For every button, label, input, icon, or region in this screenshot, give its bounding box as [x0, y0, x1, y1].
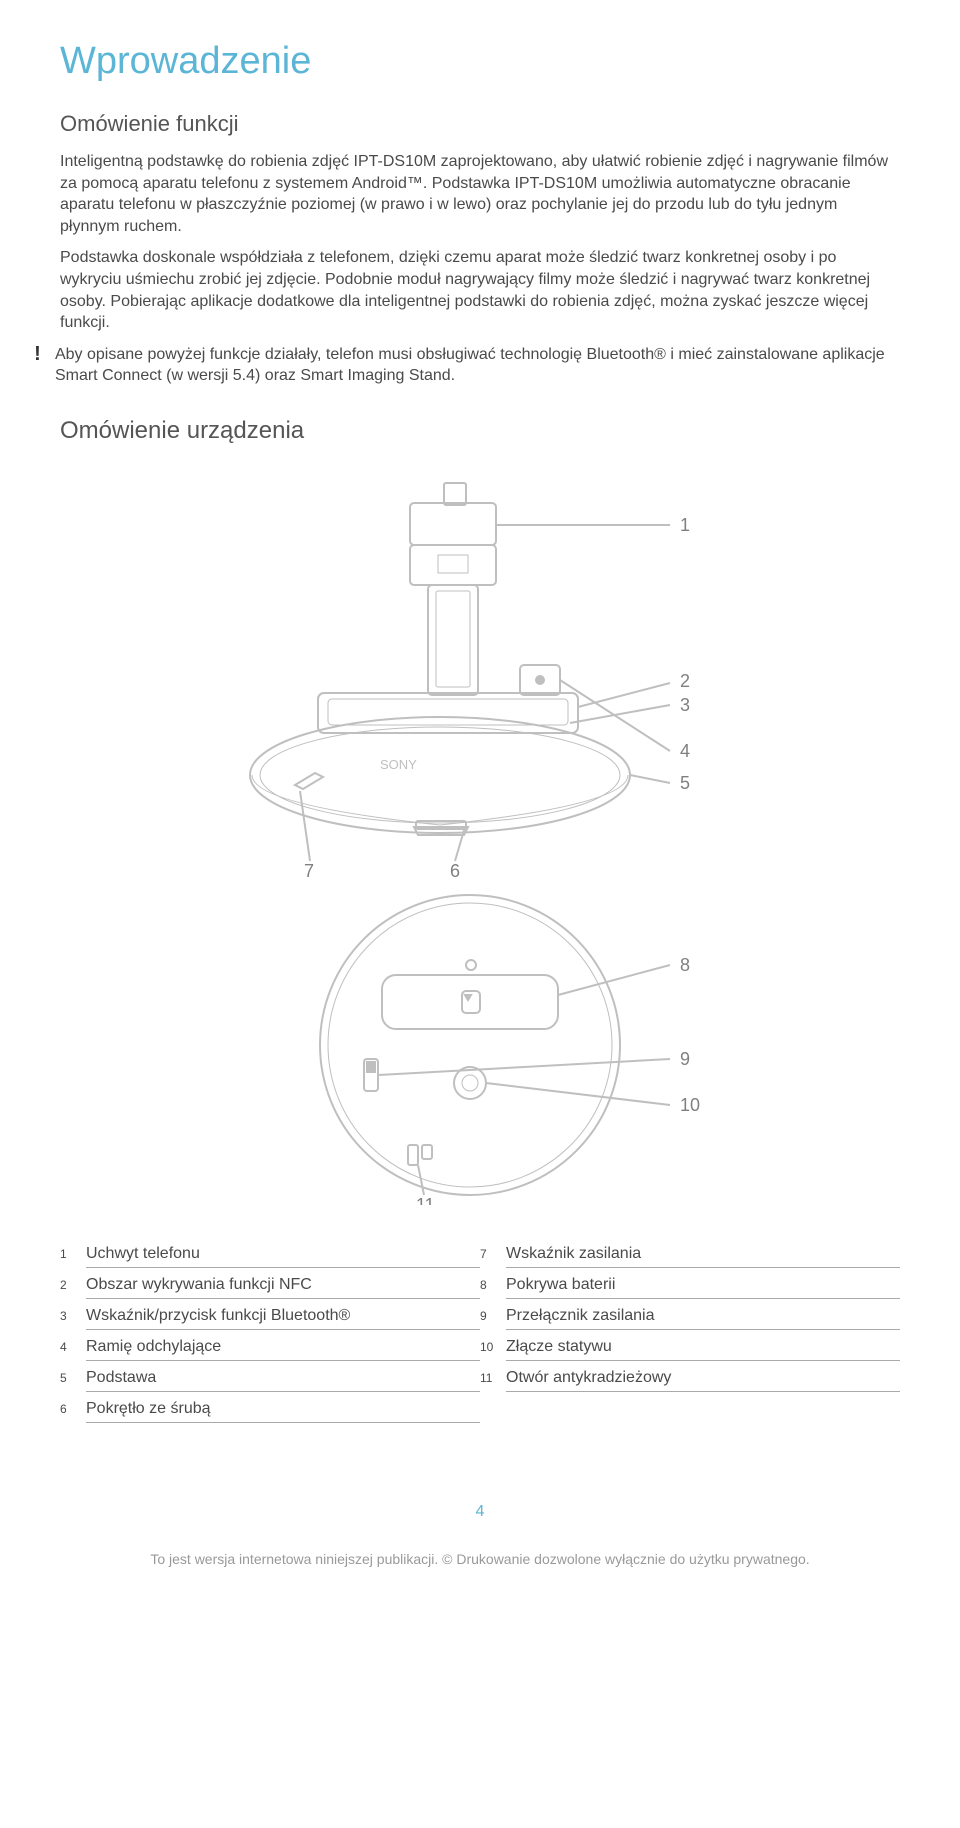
svg-text:10: 10: [680, 1095, 700, 1115]
svg-text:11: 11: [416, 1195, 435, 1205]
intro-paragraph-2: Podstawka doskonale współdziała z telefo…: [60, 247, 900, 333]
warning-icon: !: [32, 344, 43, 364]
legend-num: 5: [60, 1371, 86, 1385]
svg-text:8: 8: [680, 955, 690, 975]
svg-text:7: 7: [304, 861, 314, 881]
legend-num: 7: [480, 1247, 506, 1261]
note-block: ! Aby opisane powyżej funkcje działały, …: [60, 344, 900, 387]
legend-label: Pokrywa baterii: [506, 1276, 900, 1299]
device-overview-heading: Omówienie urządzenia: [60, 417, 900, 445]
legend-item: 6 Pokrętło ze śrubą: [60, 1400, 480, 1423]
svg-text:3: 3: [680, 695, 690, 715]
svg-text:2: 2: [680, 671, 690, 691]
legend-item: 2 Obszar wykrywania funkcji NFC: [60, 1276, 480, 1299]
legend-label: Otwór antykradzieżowy: [506, 1369, 900, 1392]
legend-item: 7 Wskaźnik zasilania: [480, 1245, 900, 1268]
legend-item: 9 Przełącznik zasilania: [480, 1307, 900, 1330]
legend-num: 3: [60, 1309, 86, 1323]
legend-num: 6: [60, 1402, 86, 1416]
legend-num: 8: [480, 1278, 506, 1292]
footer-text: To jest wersja internetowa niniejszej pu…: [60, 1551, 900, 1567]
legend-label: Przełącznik zasilania: [506, 1307, 900, 1330]
page-number: 4: [60, 1503, 900, 1521]
legend-label: Złącze statywu: [506, 1338, 900, 1361]
legend-num: 2: [60, 1278, 86, 1292]
svg-text:9: 9: [680, 1049, 690, 1069]
legend-item: 1 Uchwyt telefonu: [60, 1245, 480, 1268]
page-title: Wprowadzenie: [60, 40, 900, 83]
legend-label: Podstawa: [86, 1369, 480, 1392]
legend-num: 11: [480, 1371, 506, 1385]
section-subtitle: Omówienie funkcji: [60, 111, 900, 137]
legend-item: 10 Złącze statywu: [480, 1338, 900, 1361]
legend-num: 4: [60, 1340, 86, 1354]
svg-text:6: 6: [450, 861, 460, 881]
legend-item: 11 Otwór antykradzieżowy: [480, 1369, 900, 1392]
legend-item: 4 Ramię odchylające: [60, 1338, 480, 1361]
legend-label: Obszar wykrywania funkcji NFC: [86, 1276, 480, 1299]
legend-num: 1: [60, 1247, 86, 1261]
legend-item: 3 Wskaźnik/przycisk funkcji Bluetooth®: [60, 1307, 480, 1330]
device-diagram: SONY: [60, 465, 900, 1205]
svg-text:5: 5: [680, 773, 690, 793]
svg-text:SONY: SONY: [380, 757, 417, 772]
note-text: Aby opisane powyżej funkcje działały, te…: [55, 344, 900, 387]
svg-text:1: 1: [680, 515, 690, 535]
legend-table: 1 Uchwyt telefonu 7 Wskaźnik zasilania 2…: [60, 1245, 900, 1423]
intro-paragraph-1: Inteligentną podstawkę do robienia zdjęć…: [60, 151, 900, 237]
legend-num: 9: [480, 1309, 506, 1323]
legend-item: 8 Pokrywa baterii: [480, 1276, 900, 1299]
legend-label: Ramię odchylające: [86, 1338, 480, 1361]
legend-label: Wskaźnik zasilania: [506, 1245, 900, 1268]
legend-num: 10: [480, 1340, 506, 1354]
legend-label: Wskaźnik/przycisk funkcji Bluetooth®: [86, 1307, 480, 1330]
svg-text:4: 4: [680, 741, 690, 761]
legend-label: Uchwyt telefonu: [86, 1245, 480, 1268]
legend-label: Pokrętło ze śrubą: [86, 1400, 480, 1423]
legend-item: 5 Podstawa: [60, 1369, 480, 1392]
